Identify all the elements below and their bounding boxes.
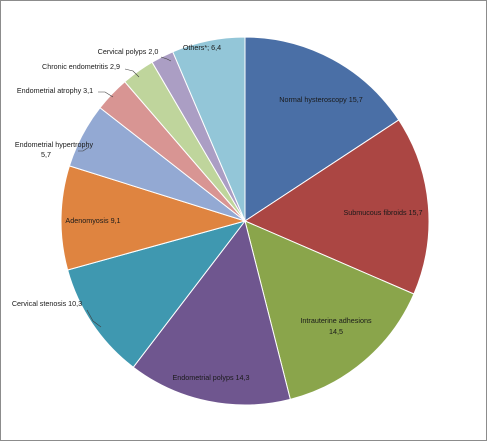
pie-slice-adenomyosis xyxy=(60,165,247,271)
pie-slice-submucous-fibroids xyxy=(243,119,430,295)
pie-slice-others xyxy=(172,36,246,222)
pie-slice-endometrial-polyps xyxy=(132,219,291,406)
pie-slice-normal-hysteroscopy xyxy=(244,36,400,222)
slice-label-adenomyosis: Adenomyosis 9,1 xyxy=(65,216,120,225)
slice-label-cervical-polyps: Cervical polyps 2,0 xyxy=(98,47,159,56)
slice-label-endometrial-atrophy: Endometrial atrophy 3,1 xyxy=(17,86,93,95)
leader-line-endometrial-atrophy xyxy=(98,91,114,98)
leader-line-endometrial-hypertrophy xyxy=(78,146,90,152)
slice-value-endometrial-hypertrophy: 5,7 xyxy=(41,150,51,159)
pie-slice-cervical-stenosis xyxy=(67,220,247,368)
slice-value-intrauterine-adhesions: 14,5 xyxy=(329,327,343,336)
leader-line-cervical-polyps xyxy=(160,56,172,62)
slice-labels: Normal hysteroscopy 15,7 Submucous fibro… xyxy=(12,43,423,382)
leader-line-cervical-stenosis xyxy=(86,309,102,328)
slice-label-chronic-endometritis: Chronic endometritis 2,9 xyxy=(42,62,120,71)
slice-label-others: Others*; 6,4 xyxy=(183,43,221,52)
slice-label-cervical-stenosis: Cervical stenosis 10,3 xyxy=(12,299,82,308)
leader-line-chronic-endometritis xyxy=(124,68,140,78)
slice-label-endometrial-hypertrophy: Endometrial hypertrophy xyxy=(15,140,94,149)
pie-slice-intrauterine-adhesions xyxy=(244,220,415,400)
slice-label-endometrial-polyps: Endometrial polyps 14,3 xyxy=(172,373,249,382)
slice-label-submucous-fibroids: Submucous fibroids 15,7 xyxy=(343,208,422,217)
slice-label-intrauterine-adhesions: Intrauterine adhesions xyxy=(300,316,372,325)
slice-label-normal-hysteroscopy: Normal hysteroscopy 15,7 xyxy=(279,95,363,104)
pie-slices xyxy=(60,36,430,406)
leader-lines xyxy=(78,56,172,328)
